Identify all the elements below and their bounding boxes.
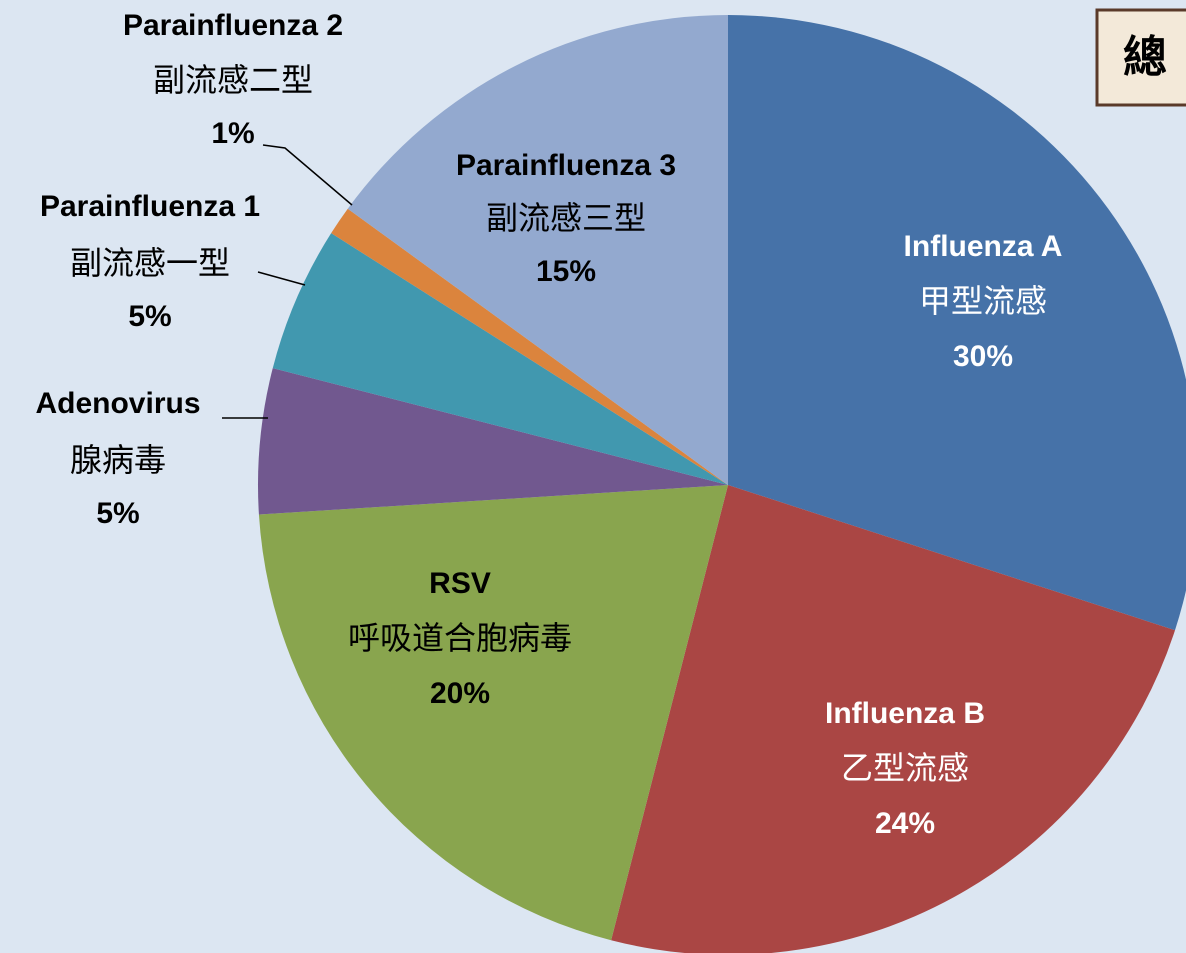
pie-slice bbox=[331, 208, 728, 485]
pie-slice bbox=[611, 485, 1175, 953]
pie-slice bbox=[258, 368, 728, 515]
slice-label-zh: 副流感一型 bbox=[70, 244, 230, 282]
slice-label-zh: 副流感三型 bbox=[486, 199, 646, 237]
value-label: 5% bbox=[96, 497, 139, 530]
pie-slice bbox=[347, 15, 728, 485]
slice-label: Parainfluenza 1 bbox=[40, 190, 260, 223]
slices bbox=[258, 15, 1186, 953]
slice-label: Parainfluenza 3 bbox=[456, 149, 676, 182]
value-label: 1% bbox=[211, 117, 254, 150]
value-label: 15% bbox=[536, 255, 596, 288]
slice-label-zh: 腺病毒 bbox=[70, 441, 166, 479]
value-label: 30% bbox=[953, 340, 1013, 373]
pie-slice bbox=[728, 15, 1186, 631]
leader-line bbox=[262, 144, 353, 206]
pie-slice bbox=[272, 233, 728, 485]
value-label: 24% bbox=[875, 807, 935, 840]
pie-slice bbox=[258, 485, 728, 941]
slice-label: Influenza B bbox=[825, 697, 985, 730]
labels: Influenza A 甲型流感 30% Influenza B 乙型流感 24% RSV 呼… bbox=[35, 9, 1062, 840]
slice-label: RSV bbox=[429, 567, 491, 600]
slice-label-zh: 呼吸道合胞病毒 bbox=[348, 619, 572, 657]
slice-label-zh: 乙型流感 bbox=[841, 749, 969, 787]
slice-label-zh: 甲型流感 bbox=[919, 282, 1047, 320]
slice-label: Influenza A bbox=[904, 230, 1063, 263]
value-label: 5% bbox=[128, 300, 171, 333]
value-label: 20% bbox=[430, 677, 490, 710]
slice-label: Parainfluenza 2 bbox=[123, 9, 343, 42]
slice-label-zh: 副流感二型 bbox=[153, 61, 313, 99]
title-box bbox=[1095, 8, 1186, 107]
slice-label: Adenovirus bbox=[35, 387, 200, 420]
chart-title: 總 bbox=[1123, 32, 1167, 83]
leader-line bbox=[257, 271, 306, 286]
